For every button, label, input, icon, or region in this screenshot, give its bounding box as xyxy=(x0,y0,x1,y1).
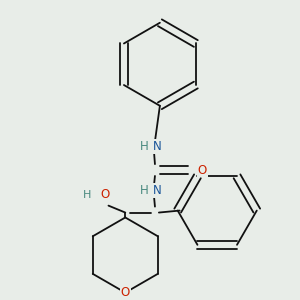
Text: O: O xyxy=(198,164,207,176)
Text: H: H xyxy=(140,140,148,153)
Text: O: O xyxy=(100,188,109,201)
Text: N: N xyxy=(152,184,161,197)
Text: H: H xyxy=(140,184,148,197)
Text: N: N xyxy=(152,140,161,153)
Text: O: O xyxy=(121,286,130,299)
Text: H: H xyxy=(82,190,91,200)
